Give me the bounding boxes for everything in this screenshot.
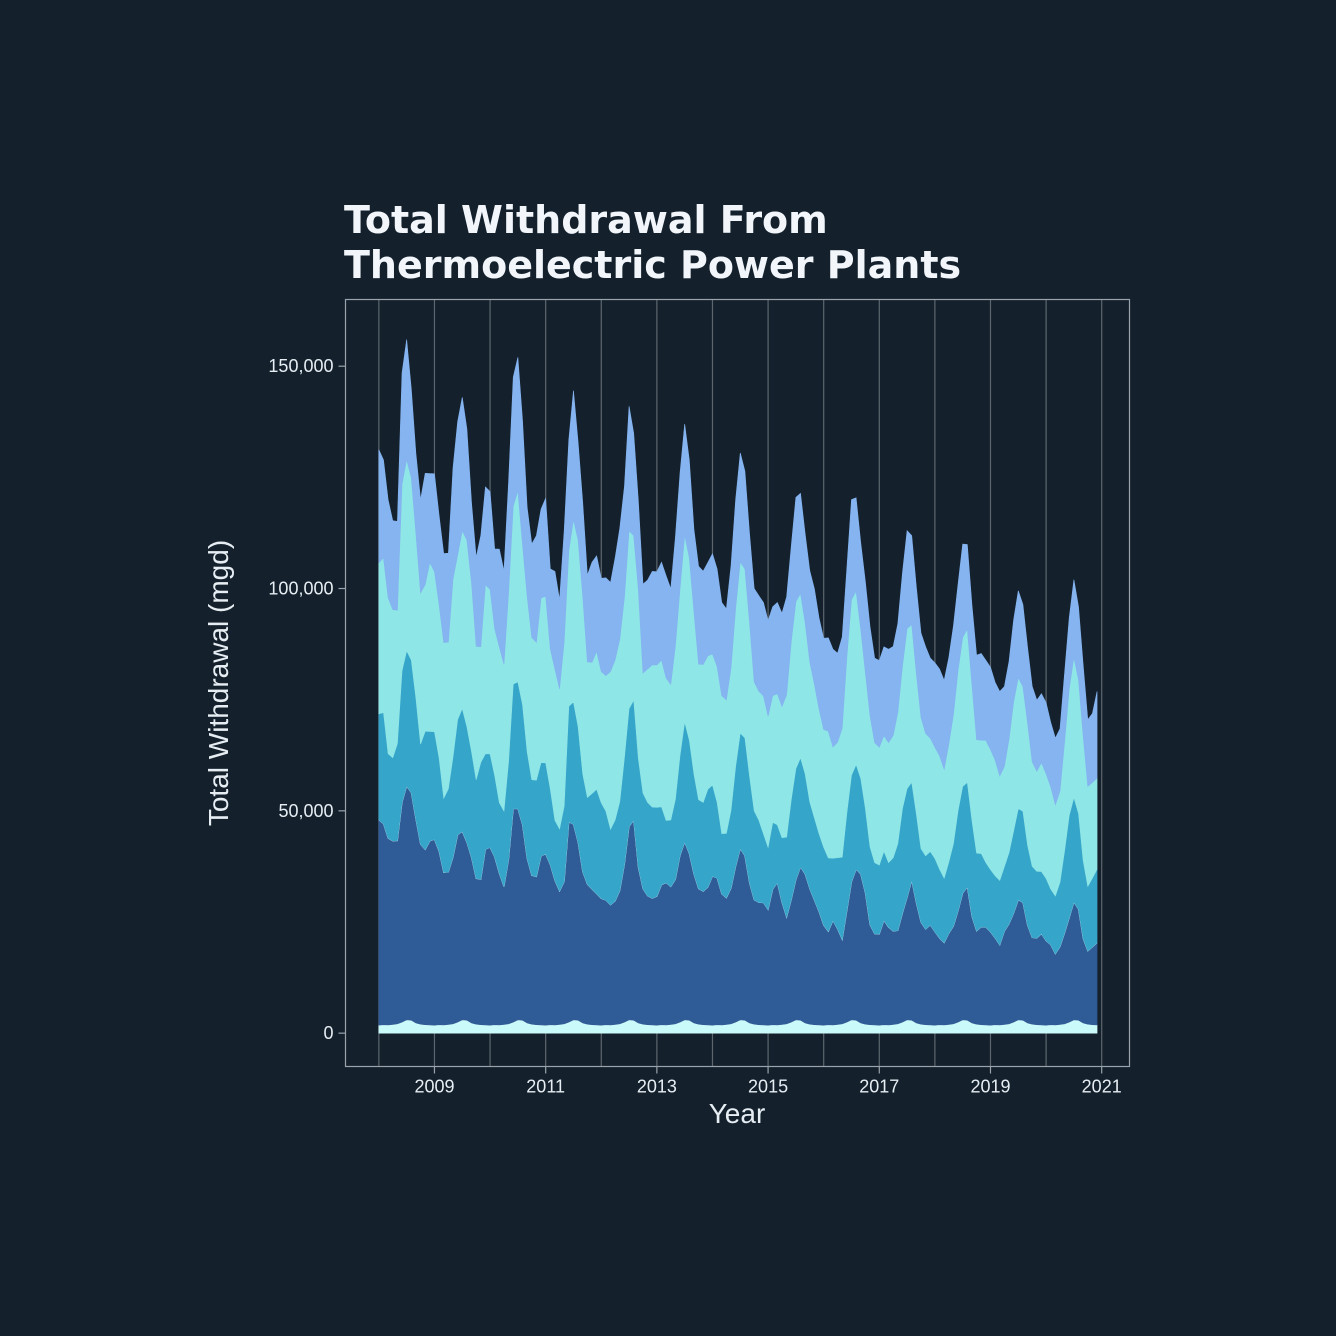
y-tick-label: 0 (323, 1023, 333, 1043)
x-tick-label: 2015 (748, 1077, 788, 1097)
chart-title-line-2: Thermoelectric Power Plants (344, 243, 961, 287)
x-tick-label: 2009 (414, 1077, 454, 1097)
y-axis-title: Total Withdrawal (mgd) (203, 540, 234, 826)
y-axis: 0 50,000 100,000 150,000 (268, 356, 346, 1043)
chart-title: Total Withdrawal From Thermoelectric Pow… (344, 198, 961, 287)
area-series-group (378, 339, 1098, 1034)
x-axis: 2009 2011 2013 2015 2017 2019 2021 (414, 1066, 1122, 1097)
x-tick-label: 2017 (859, 1077, 899, 1097)
x-axis-title: Year (709, 1098, 766, 1129)
area-series-5 (378, 339, 1098, 806)
x-tick-label: 2021 (1082, 1077, 1122, 1097)
chart-title-line-1: Total Withdrawal From (344, 198, 828, 242)
x-tick-label: 2011 (526, 1077, 565, 1097)
x-tick-label: 2019 (970, 1077, 1010, 1097)
x-tick-label: 2013 (637, 1077, 677, 1097)
y-tick-label: 150,000 (268, 356, 333, 376)
plot-panel-border (344, 298, 1131, 1068)
y-tick-label: 50,000 (278, 801, 333, 821)
y-tick-label: 100,000 (268, 579, 333, 599)
